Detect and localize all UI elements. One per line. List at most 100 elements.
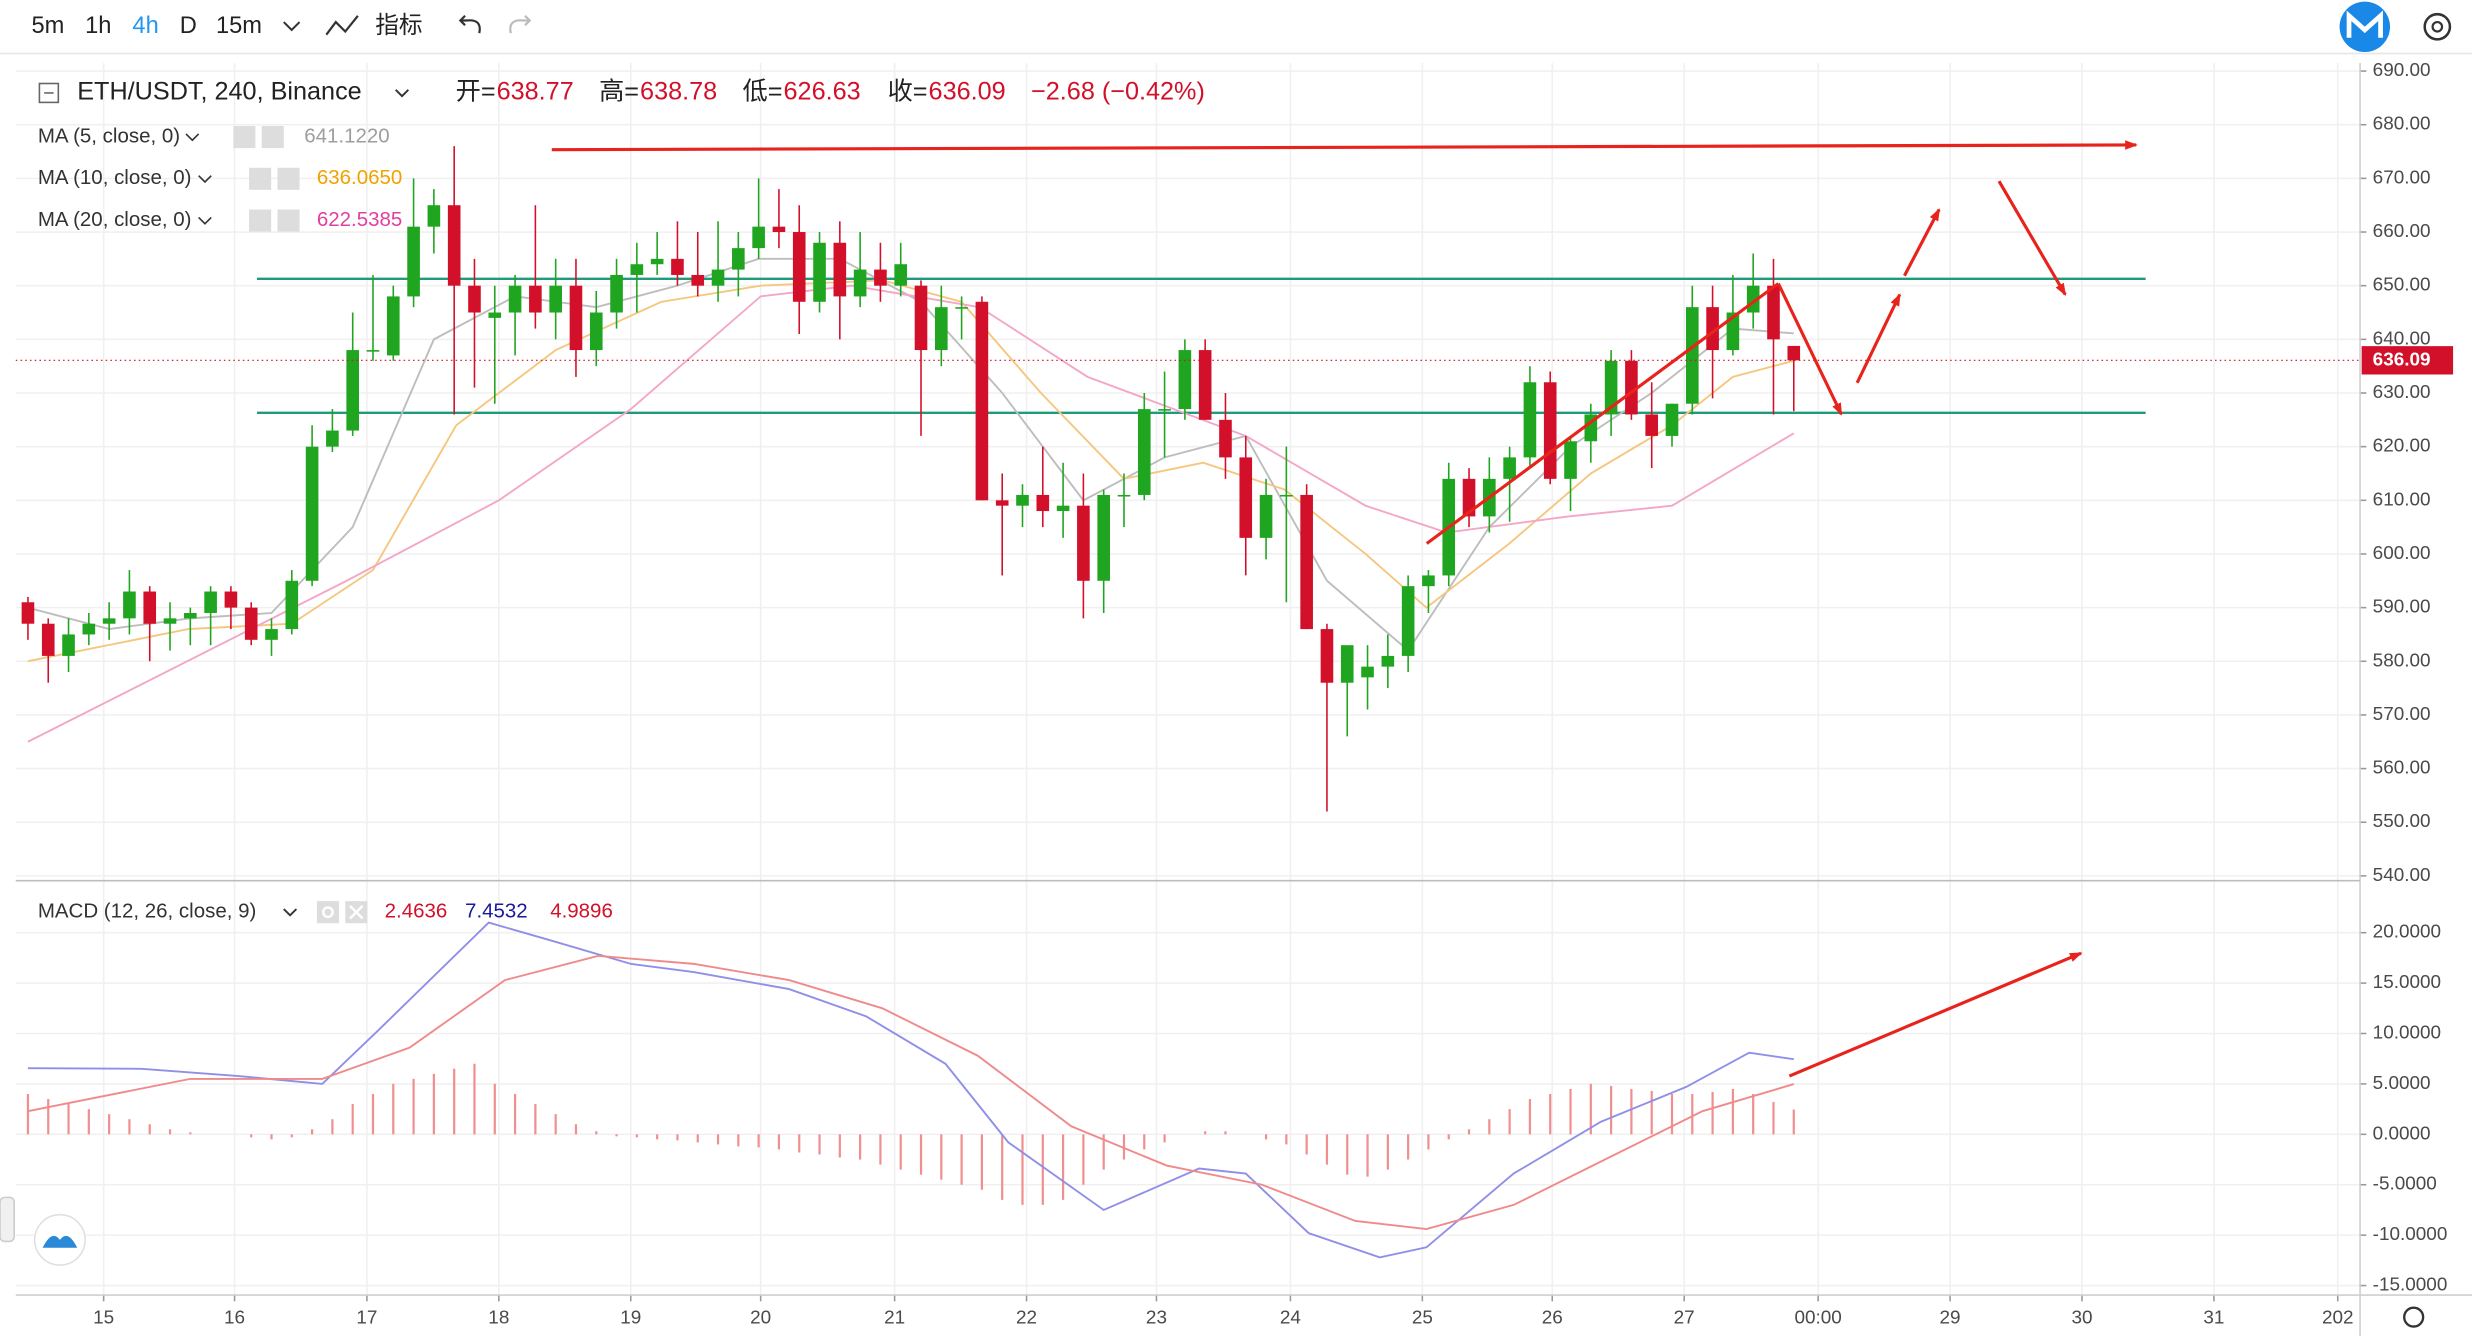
brand-icon [42,1235,78,1248]
interval-button[interactable]: 5m [32,13,65,39]
candle-body [569,285,583,351]
candle-body [874,269,887,286]
macd-visibility[interactable] [316,901,339,924]
x-tick-label: 21 [884,1308,905,1329]
candle-body [1036,494,1050,512]
last-price-label: 636.09 [2373,349,2431,370]
candle-body [1178,350,1192,410]
interval-dropdown[interactable] [283,21,301,32]
candle-body [1422,575,1435,587]
y-tick-label: 10.0000 [2373,1023,2441,1044]
candle-body [285,580,299,630]
x-tick-label: 19 [620,1308,641,1329]
candle-body [1158,409,1171,411]
candle-body [123,591,136,619]
ma-visibility[interactable] [249,209,272,232]
ma-legend: MA (5, close, 0) 641.1220 MA (10, close, 0… [38,124,402,232]
candle-body [1198,350,1212,420]
drawings [551,140,2138,1078]
candle-body [955,307,968,309]
interval-button[interactable]: 4h [132,13,158,39]
candle-body [163,618,177,624]
ma-dropdown[interactable] [198,216,212,225]
change-value: −2.68 (−0.42%) [1031,78,1205,106]
ma-visibility[interactable] [249,167,272,190]
ma-dropdown[interactable] [198,175,212,184]
y-tick-label: 550.00 [2373,811,2431,832]
candle-body [650,258,664,265]
logo-mark [2346,10,2383,38]
ma-line [27,284,1795,743]
high-label: 高= [599,78,639,106]
y-tick-label: 560.00 [2373,758,2431,779]
collapse-button[interactable] [38,82,60,104]
macd-line [27,954,1795,1230]
y-tick-label: 570.00 [2373,704,2431,725]
grid [15,63,2367,1302]
x-tick-label: 27 [1674,1308,1695,1329]
x-tick-label: 30 [2071,1308,2092,1329]
candle-body [1685,307,1699,404]
x-tick-label: 18 [488,1308,509,1329]
ma-remove[interactable] [277,167,300,190]
candle-body [305,446,319,581]
candle-body [1361,666,1374,678]
candle-body [1016,494,1029,506]
symbol-dropdown[interactable] [395,89,409,98]
candle-body [41,623,55,656]
macd-line [27,921,1794,1259]
ma-remove[interactable] [261,126,284,149]
ma-remove[interactable] [277,209,300,232]
macd-legend: 2.4636 7.4532 4.9896 [385,900,613,923]
ma-dropdown[interactable] [185,133,200,142]
candle-body [711,269,725,286]
x-tick-label: 00:00 [1794,1308,1841,1329]
x-tick-label: 23 [1146,1308,1167,1329]
ma-value: 636.0650 [317,166,402,189]
ma-name: MA (20, close, 0) [38,208,192,231]
candle-body [1239,457,1253,538]
candle-body [691,274,705,286]
settings-button[interactable] [2423,12,2452,41]
candle-body [752,226,765,249]
candle-body [1056,505,1070,512]
interval-button[interactable]: D [180,13,197,39]
candle-body [1543,382,1557,479]
indicators-button[interactable]: 指标 [375,12,422,39]
close-label: 收= [888,78,928,106]
x-tick-label: 16 [224,1308,245,1329]
candle-body [1787,345,1801,361]
candle-body [529,285,542,313]
y-tick-label: 660.00 [2373,221,2431,242]
candle-body [447,205,461,286]
open-value: 638.77 [497,78,574,106]
candle-body [427,205,441,227]
axis-settings[interactable] [2403,1306,2425,1328]
undo-button[interactable] [458,14,481,34]
interval-button[interactable]: 1h [85,13,111,39]
candle-body [1564,441,1577,479]
arrow [1997,180,2067,296]
candle-body [833,242,847,297]
candle-body [549,285,562,313]
redo-button[interactable] [509,14,532,34]
candle-body [630,264,644,275]
candle-body [995,500,1009,506]
interval-button[interactable]: 15m [216,13,262,39]
indicator-icon[interactable] [325,15,359,36]
candle-body [265,629,278,640]
candle-body [914,285,928,351]
ma-visibility[interactable] [233,126,256,149]
candle-body [1665,403,1679,436]
candle-body [244,607,258,640]
arrow [1903,208,1941,277]
candle-body [671,258,684,275]
scroll-handle[interactable] [0,1196,15,1243]
macd-dropdown[interactable] [283,908,298,917]
candle-body [1340,645,1354,683]
candle-body [1401,586,1415,656]
candle-body [935,307,948,351]
settings-icon [2431,20,2444,33]
candle-body [1117,494,1131,497]
